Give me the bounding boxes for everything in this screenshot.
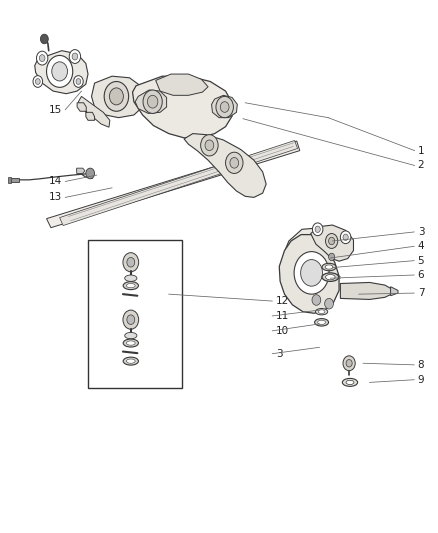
- Polygon shape: [35, 51, 88, 94]
- Polygon shape: [77, 103, 95, 120]
- Text: 14: 14: [49, 176, 62, 187]
- Ellipse shape: [123, 357, 138, 365]
- Circle shape: [35, 78, 40, 84]
- Text: 1: 1: [418, 146, 424, 156]
- Circle shape: [46, 55, 73, 87]
- Circle shape: [110, 88, 124, 105]
- Text: 3: 3: [418, 227, 424, 237]
- Text: 15: 15: [49, 104, 62, 115]
- Polygon shape: [286, 228, 333, 269]
- Circle shape: [201, 135, 218, 156]
- Ellipse shape: [123, 339, 138, 347]
- Circle shape: [33, 76, 42, 87]
- Ellipse shape: [322, 273, 339, 281]
- Circle shape: [52, 62, 67, 81]
- Circle shape: [294, 252, 329, 294]
- Ellipse shape: [322, 263, 336, 271]
- Circle shape: [343, 234, 348, 240]
- Ellipse shape: [314, 319, 328, 326]
- Ellipse shape: [127, 284, 135, 288]
- Ellipse shape: [343, 378, 357, 386]
- Bar: [10, 177, 19, 182]
- Circle shape: [123, 310, 139, 329]
- Text: 5: 5: [418, 256, 424, 265]
- Circle shape: [230, 158, 239, 168]
- Circle shape: [312, 295, 321, 305]
- Ellipse shape: [325, 265, 333, 269]
- Ellipse shape: [315, 309, 328, 315]
- Ellipse shape: [127, 359, 135, 364]
- Circle shape: [340, 231, 351, 244]
- Circle shape: [315, 226, 320, 232]
- Ellipse shape: [318, 320, 325, 325]
- Ellipse shape: [318, 310, 325, 313]
- Circle shape: [328, 237, 335, 245]
- Text: 8: 8: [418, 360, 424, 370]
- Polygon shape: [279, 235, 339, 313]
- Text: 6: 6: [418, 270, 424, 280]
- Circle shape: [104, 82, 129, 111]
- Polygon shape: [184, 134, 266, 197]
- Circle shape: [328, 253, 335, 261]
- Circle shape: [343, 356, 355, 370]
- Circle shape: [220, 102, 229, 112]
- Polygon shape: [92, 76, 145, 118]
- Circle shape: [312, 223, 323, 236]
- Circle shape: [123, 253, 139, 272]
- Circle shape: [148, 95, 158, 108]
- Polygon shape: [340, 282, 392, 300]
- Circle shape: [74, 76, 83, 87]
- Circle shape: [127, 257, 135, 267]
- Polygon shape: [212, 95, 237, 118]
- Text: 10: 10: [276, 326, 289, 336]
- Polygon shape: [133, 76, 232, 138]
- Ellipse shape: [123, 281, 138, 289]
- Text: 12: 12: [276, 296, 289, 306]
- Ellipse shape: [346, 380, 354, 384]
- Polygon shape: [78, 96, 110, 127]
- Polygon shape: [135, 90, 166, 114]
- Circle shape: [300, 260, 322, 286]
- Circle shape: [216, 96, 233, 118]
- Ellipse shape: [325, 274, 335, 280]
- Circle shape: [39, 55, 45, 62]
- Circle shape: [69, 50, 81, 63]
- Text: 9: 9: [418, 375, 424, 385]
- Circle shape: [325, 298, 333, 309]
- Polygon shape: [391, 287, 398, 296]
- Ellipse shape: [125, 333, 137, 339]
- Circle shape: [86, 168, 95, 179]
- Text: 2: 2: [418, 160, 424, 171]
- Circle shape: [76, 78, 81, 84]
- Bar: [88, 240, 182, 387]
- Text: 4: 4: [418, 241, 424, 251]
- Text: 11: 11: [276, 311, 289, 321]
- Circle shape: [36, 51, 48, 65]
- Ellipse shape: [125, 275, 137, 281]
- Polygon shape: [155, 74, 208, 95]
- Circle shape: [72, 53, 78, 60]
- Circle shape: [226, 152, 243, 173]
- Bar: [8, 176, 11, 183]
- Circle shape: [205, 140, 214, 151]
- Polygon shape: [46, 141, 300, 228]
- Text: 3: 3: [276, 349, 283, 359]
- Polygon shape: [311, 225, 353, 261]
- Polygon shape: [60, 141, 297, 225]
- Circle shape: [325, 233, 338, 248]
- Polygon shape: [77, 168, 85, 173]
- Ellipse shape: [127, 341, 135, 345]
- Text: 13: 13: [49, 192, 62, 203]
- Circle shape: [40, 34, 48, 44]
- Text: 7: 7: [418, 288, 424, 298]
- Circle shape: [346, 360, 352, 367]
- Circle shape: [127, 315, 135, 325]
- Circle shape: [143, 90, 162, 114]
